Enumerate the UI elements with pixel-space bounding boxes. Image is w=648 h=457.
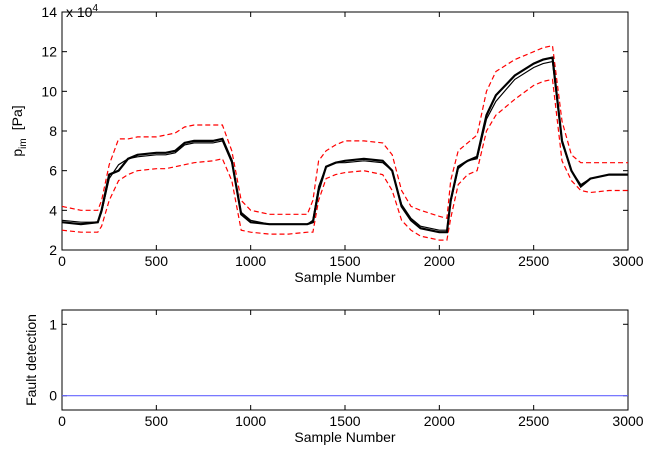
- series-line: [62, 56, 628, 234]
- axes: 0 500 1000 1500 2000 2500 3000 2 4 6 8 10 12 14 Sample…: [9, 3, 644, 285]
- x-tick-label: 500: [145, 413, 169, 429]
- y-tick-label: 10: [41, 83, 57, 99]
- x-tick-label: 0: [58, 413, 66, 429]
- x-tick-label: 2000: [424, 253, 455, 269]
- y-tick-label: 2: [49, 242, 57, 258]
- y-tick-label: 4: [49, 202, 57, 218]
- x-tick-label: 3000: [612, 413, 643, 429]
- y-axis-label-symbol: Fault detection: [23, 314, 39, 406]
- y-axis-label: Fault detection: [23, 314, 39, 406]
- x-tick-label: 3000: [612, 253, 643, 269]
- y-scale-base: x 10: [66, 4, 93, 20]
- series-line: [62, 44, 628, 220]
- y-axis-label: pim [Pa]: [9, 105, 29, 156]
- y-axis-label-unit: [Pa]: [9, 105, 25, 130]
- y-tick-label: 8: [49, 123, 57, 139]
- y-tick-label: 12: [41, 44, 57, 60]
- x-axis-label: Sample Number: [294, 429, 395, 445]
- x-tick-label: 0: [58, 253, 66, 269]
- x-axis-label: Sample Number: [294, 269, 395, 285]
- y-tick-label: 14: [41, 4, 57, 20]
- y-tick-label: 0: [49, 388, 57, 404]
- y-tick-label: 6: [49, 163, 57, 179]
- y-scale-exponent: 4: [92, 3, 98, 14]
- x-tick-label: 1500: [329, 413, 360, 429]
- series-line: [62, 78, 628, 241]
- x-tick-label: 2000: [424, 413, 455, 429]
- x-tick-label: 2500: [518, 413, 549, 429]
- x-tick-label: 500: [145, 253, 169, 269]
- y-scale-label: x 104: [66, 3, 98, 20]
- x-tick-label: 1000: [235, 253, 266, 269]
- axes: 0 500 1000 1500 2000 2500 3000 0 1 Sample Number F…: [23, 309, 644, 445]
- x-tick-label: 2500: [518, 253, 549, 269]
- y-axis-label-symbol: p: [9, 149, 25, 157]
- y-axis-label-subscript: im: [18, 138, 29, 149]
- x-tick-label: 1000: [235, 413, 266, 429]
- y-tick-label: 1: [49, 316, 57, 332]
- x-tick-label: 1500: [329, 253, 360, 269]
